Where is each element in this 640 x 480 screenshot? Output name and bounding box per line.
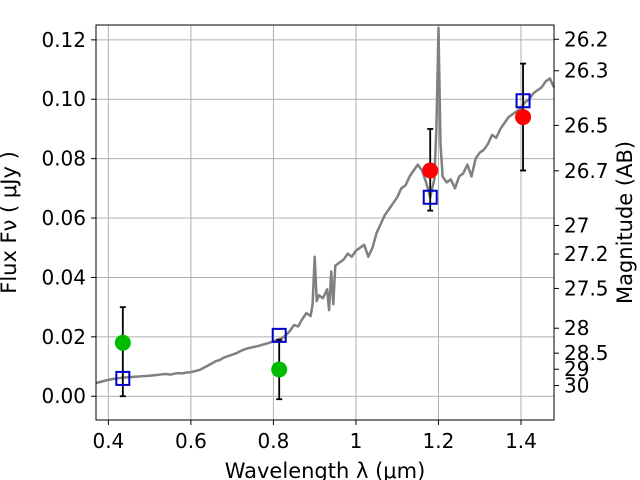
- observed-nir-point: [422, 162, 439, 179]
- model-photometry-square: [422, 189, 438, 205]
- x-tick-label: 1.2: [423, 429, 455, 453]
- model-spectrum-line: [95, 26, 556, 385]
- right-tick-label: 26.2: [564, 27, 609, 51]
- model-photometry-square: [271, 327, 287, 343]
- right-tick-label: 27.2: [564, 242, 609, 266]
- model-photometry-square: [515, 93, 531, 109]
- right-tick-label: 26.7: [564, 159, 609, 183]
- right-tick-label: 27: [564, 213, 589, 237]
- right-tick-label: 27.5: [564, 276, 609, 300]
- right-tick-label: 26.3: [564, 59, 609, 83]
- y-tick-label: 0.06: [41, 206, 86, 230]
- y-axis-label: Flux Fν ( μJy ): [0, 151, 21, 294]
- right-tick-label: 28.5: [564, 341, 609, 365]
- x-tick-label: 0.6: [175, 429, 207, 453]
- y-tick-label: 0.10: [41, 87, 86, 111]
- x-tick-label: 0.8: [258, 429, 290, 453]
- right-tick-label: 26.5: [564, 113, 609, 137]
- error-bars: [119, 62, 527, 401]
- right-tick-label: 29: [564, 357, 589, 381]
- y-tick-label: 0.08: [41, 147, 86, 171]
- model-spectrum: [95, 26, 556, 385]
- x-tick-label: 1.4: [505, 429, 537, 453]
- axis-ticks: 0.4 0.6 0.8 1 1.2 1.4 0.00 0.02 0.04 0.06 0.08 0.10…: [41, 27, 608, 453]
- right-tick-label: 30: [564, 374, 589, 398]
- data-points: [114, 93, 532, 386]
- right-tick-label: 28: [564, 316, 589, 340]
- x-tick-label: 0.4: [92, 429, 124, 453]
- right-axis-label: Magnitude (AB): [613, 141, 637, 304]
- observed-optical-point: [271, 361, 288, 378]
- x-tick-label: 1: [350, 429, 363, 453]
- model-photometry-square: [115, 370, 131, 386]
- y-tick-label: 0.04: [41, 265, 86, 289]
- plot-frame: [95, 24, 555, 421]
- observed-nir-point: [515, 109, 532, 126]
- y-tick-label: 0.12: [41, 28, 86, 52]
- x-axis-label: Wavelength λ (μm): [225, 459, 426, 480]
- grid: [96, 25, 554, 420]
- observed-optical-point: [114, 334, 131, 351]
- y-tick-label: 0.00: [41, 384, 86, 408]
- y-tick-label: 0.02: [41, 325, 86, 349]
